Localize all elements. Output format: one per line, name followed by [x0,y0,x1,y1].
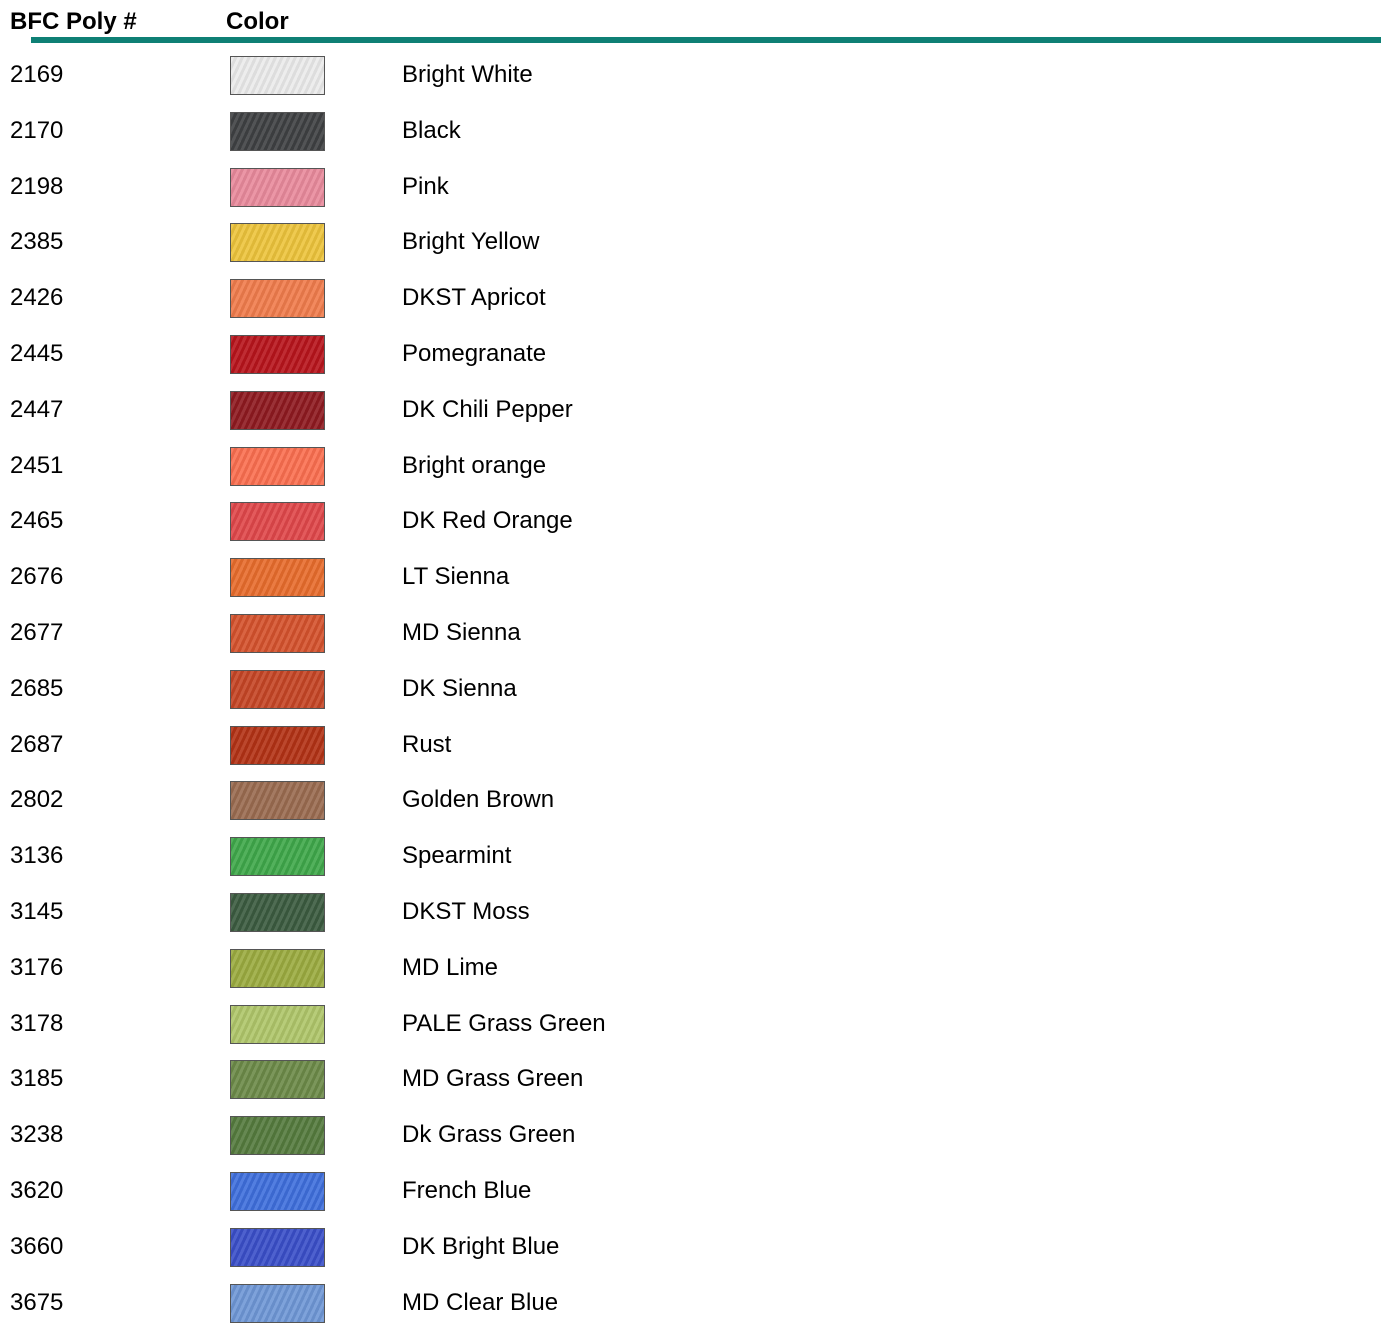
color-name: Spearmint [402,842,512,870]
color-name: DKST Apricot [402,284,546,312]
thread-code: 3675 [10,1288,64,1316]
list-item: 3136 Spearmint [0,828,1382,884]
column-header-code: BFC Poly # [10,8,137,35]
color-swatch [230,558,325,598]
color-list: 2169 Bright White 2170 Black 2198 Pink 2385 Bri… [0,47,1382,1330]
color-swatch [230,111,325,151]
color-swatch [230,948,325,988]
list-item: 2198 Pink [0,159,1382,215]
list-item: 3238 Dk Grass Green [0,1107,1382,1163]
thread-code: 2385 [10,228,64,256]
color-swatch [230,669,325,709]
list-item: 2465 DK Red Orange [0,493,1382,549]
color-swatch [230,56,325,95]
thread-code: 3178 [10,1009,64,1037]
color-swatch [230,1004,325,1044]
list-item: 2687 Rust [0,717,1382,773]
color-swatch [230,223,325,263]
list-item: 2802 Golden Brown [0,772,1382,828]
color-name: Pomegranate [402,339,547,367]
list-item: 2451 Bright orange [0,438,1382,494]
color-swatch [230,390,325,430]
thread-code: 2445 [10,339,64,367]
thread-code: 3660 [10,1232,64,1260]
color-name: MD Grass Green [402,1065,584,1093]
column-header-color: Color [226,8,289,35]
list-item: 2169 Bright White [0,47,1382,103]
color-swatch [230,502,325,542]
list-item: 3178 PALE Grass Green [0,996,1382,1052]
list-item: 2426 DKST Apricot [0,270,1382,326]
color-swatch [230,613,325,653]
color-name: MD Lime [402,953,499,981]
thread-code: 2426 [10,284,64,312]
list-item: 2385 Bright Yellow [0,214,1382,270]
thread-code: 2451 [10,451,64,479]
thread-code: 2447 [10,395,64,423]
thread-code: 3176 [10,953,64,981]
thread-code: 2802 [10,786,64,814]
color-name: DK Bright Blue [402,1232,560,1260]
list-item: 2677 MD Sienna [0,605,1382,661]
color-swatch [230,1227,325,1267]
color-name: DKST Moss [402,897,530,925]
color-name: DK Sienna [402,674,517,702]
color-name: Bright White [402,61,533,88]
color-swatch [230,1060,325,1100]
list-item: 3145 DKST Moss [0,884,1382,940]
color-swatch [230,1116,325,1156]
color-swatch [230,892,325,932]
list-item: 3185 MD Grass Green [0,1051,1382,1107]
color-name: LT Sienna [402,563,510,591]
thread-code: 2676 [10,563,64,591]
color-name: Pink [402,172,449,200]
list-item: 2676 LT Sienna [0,549,1382,605]
thread-code: 3238 [10,1121,64,1149]
color-name: Golden Brown [402,786,555,814]
list-item: 3620 French Blue [0,1163,1382,1219]
list-item: 2170 Black [0,103,1382,159]
list-item: 2445 Pomegranate [0,326,1382,382]
thread-code: 3136 [10,842,64,870]
color-swatch [230,446,325,486]
list-item: 3675 MD Clear Blue [0,1275,1382,1330]
color-name: Black [402,116,461,144]
list-item: 3660 DK Bright Blue [0,1219,1382,1275]
color-name: Bright orange [402,451,547,479]
color-swatch [230,725,325,765]
color-swatch [230,167,325,207]
list-item: 2685 DK Sienna [0,661,1382,717]
header-divider [31,37,1381,43]
color-name: Rust [402,730,452,758]
thread-code: 3620 [10,1176,64,1204]
color-name: DK Chili Pepper [402,395,573,423]
thread-code: 2198 [10,172,64,200]
thread-code: 3145 [10,897,64,925]
table-header: BFC Poly # Color [0,0,1382,46]
color-name: MD Sienna [402,618,521,646]
color-swatch [230,1283,325,1323]
color-name: Bright Yellow [402,228,540,256]
color-name: MD Clear Blue [402,1288,559,1316]
list-item: 2447 DK Chili Pepper [0,382,1382,438]
color-swatch [230,837,325,877]
color-name: PALE Grass Green [402,1009,606,1037]
color-name: Dk Grass Green [402,1121,576,1149]
color-swatch [230,279,325,319]
color-swatch [230,334,325,374]
list-item: 3176 MD Lime [0,940,1382,996]
color-name: French Blue [402,1176,532,1204]
thread-code: 2687 [10,730,64,758]
thread-code: 2169 [10,61,64,88]
thread-code: 2170 [10,116,64,144]
color-swatch [230,1171,325,1211]
color-name: DK Red Orange [402,507,573,535]
thread-code: 2465 [10,507,64,535]
color-swatch [230,781,325,821]
thread-code: 2677 [10,618,64,646]
thread-code: 3185 [10,1065,64,1093]
thread-code: 2685 [10,674,64,702]
